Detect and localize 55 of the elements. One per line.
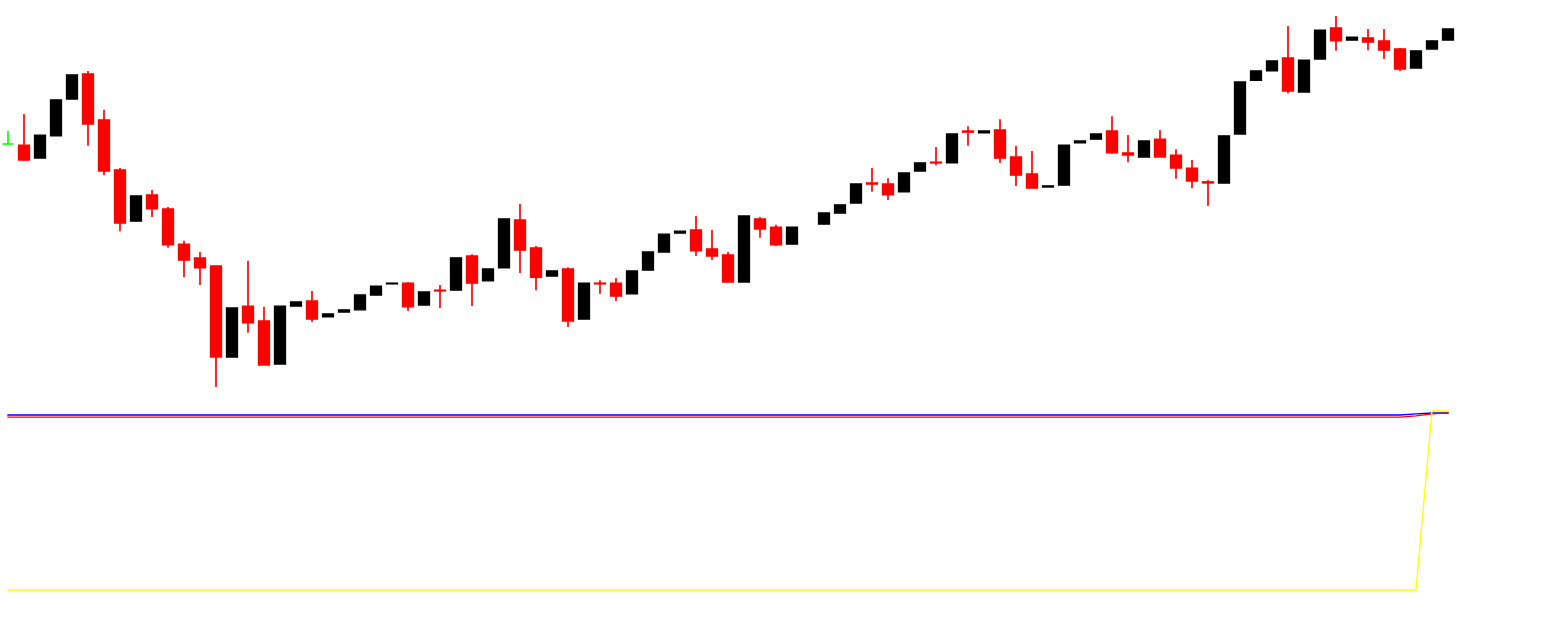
candlestick: [945, 133, 959, 164]
candlestick: [641, 251, 655, 271]
candlestick: [1, 130, 15, 145]
candlestick: [369, 285, 383, 296]
candlestick: [49, 99, 63, 137]
candlestick: [849, 183, 863, 204]
candlestick: [673, 230, 687, 234]
candlestick: [1121, 134, 1135, 164]
candlestick: [385, 282, 399, 285]
candlestick: [1233, 81, 1247, 135]
candlestick: [1089, 133, 1103, 141]
candlestick: [1249, 70, 1263, 81]
candlestick: [1057, 144, 1071, 187]
candlestick: [977, 130, 991, 134]
candlestick: [817, 212, 831, 225]
candlestick: [289, 301, 303, 307]
candlestick: [1041, 185, 1055, 188]
candlestick: [225, 307, 239, 358]
candlestick: [1073, 140, 1087, 144]
candlestick: [961, 125, 975, 147]
candlestick: [481, 268, 495, 282]
candlestick: [33, 134, 47, 159]
candlestick: [625, 270, 639, 295]
candlestick: [657, 233, 671, 253]
candlestick: [1361, 28, 1375, 51]
candlestick: [273, 305, 287, 365]
candlestick: [65, 74, 79, 100]
candlestick: [1345, 36, 1359, 41]
candlestick: [1441, 28, 1455, 41]
candlestick: [913, 162, 927, 172]
candlestick: [1265, 60, 1279, 72]
candlestick: [545, 270, 559, 277]
candlestick: [449, 257, 463, 292]
candlestick: [593, 279, 607, 295]
candlestick: [497, 218, 511, 269]
candlestick: [353, 294, 367, 311]
candlestick: [1425, 40, 1439, 50]
candlestick: [1313, 29, 1327, 60]
candlestick: [865, 167, 879, 193]
candlestick: [929, 146, 943, 166]
candlestick: [1201, 179, 1215, 207]
candlestick: [897, 172, 911, 193]
candlestick: [833, 204, 847, 214]
candlestick: [433, 284, 447, 309]
candlestick: [1217, 134, 1231, 184]
candlestick: [129, 195, 143, 222]
candlestick: [337, 308, 351, 313]
candlestick: [577, 282, 591, 320]
candlestick: [1297, 59, 1311, 93]
candlestick: [737, 215, 751, 283]
candlestick: [1137, 140, 1151, 158]
candlestick: [785, 226, 799, 245]
candlestick: [417, 291, 431, 306]
candlestick: [321, 313, 335, 318]
candlestick: [1409, 50, 1423, 69]
